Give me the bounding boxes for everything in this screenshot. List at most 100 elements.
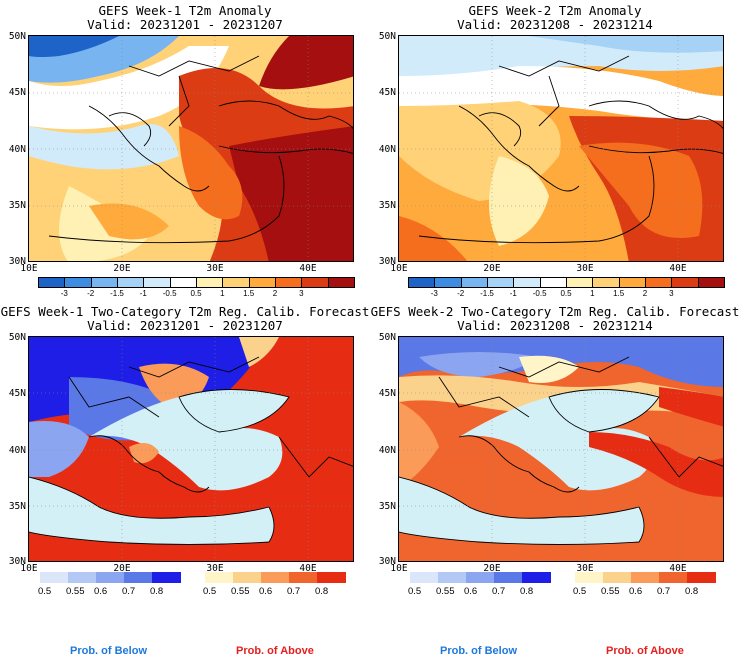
colorbar-label: 0.8 xyxy=(315,586,329,597)
prob-below-title: Prob. of Below xyxy=(440,645,517,657)
colorbar-cell xyxy=(40,572,69,583)
panel-title: GEFS Week-1 T2m Anomaly xyxy=(98,3,272,18)
colorbar-cell xyxy=(460,277,488,288)
colorbar-label: 2 xyxy=(272,289,278,298)
colorbar-cell xyxy=(697,277,725,288)
colorbar-cell xyxy=(487,277,515,288)
colorbar-label: -1.5 xyxy=(480,289,494,298)
colorbar-cell xyxy=(64,277,92,288)
colorbar-cell xyxy=(539,277,567,288)
prob-above-title: Prob. of Above xyxy=(236,645,314,657)
colorbar-cell xyxy=(434,277,462,288)
week1-probability-panel: GEFS Week-1 Two-Category T2m Reg. Calib.… xyxy=(0,300,370,640)
colorbar-cell xyxy=(327,277,355,288)
lat-label: 30N xyxy=(8,256,26,267)
colorbar-label: -2 xyxy=(87,289,95,298)
colorbar-cell xyxy=(117,277,145,288)
colorbar-cell xyxy=(671,277,699,288)
colorbar-cell xyxy=(169,277,197,288)
anomaly-colorbar: -3 -2 -1.5 -1 -0.5 0.5 1 1.5 2 3 xyxy=(408,277,725,298)
prob-below-colorbar: 0.5 0.55 0.6 0.7 0.8 xyxy=(408,572,551,597)
anomaly-map xyxy=(398,35,724,262)
colorbar-cell xyxy=(222,277,250,288)
lon-label: 40E xyxy=(299,563,317,574)
colorbar-cell xyxy=(687,572,716,583)
colorbar-label: 0.55 xyxy=(66,586,85,597)
colorbar-cell xyxy=(90,277,118,288)
lon-label: 40E xyxy=(299,263,317,274)
colorbar-label: 1 xyxy=(220,289,225,298)
colorbar-label: -3 xyxy=(430,289,438,298)
colorbar-cell xyxy=(248,277,276,288)
lon-label: 20E xyxy=(483,563,501,574)
colorbar-label: -0.5 xyxy=(162,289,177,298)
colorbar-cell xyxy=(494,572,523,583)
colorbar-cell xyxy=(143,277,171,288)
colorbar-label: 0.5 xyxy=(203,586,217,597)
colorbar-cell xyxy=(68,572,97,583)
lat-label: 35N xyxy=(378,501,396,512)
lat-label: 40N xyxy=(8,445,26,456)
colorbar-cell xyxy=(566,277,594,288)
lon-label: 40E xyxy=(669,263,687,274)
colorbar-cell xyxy=(659,572,688,583)
colorbar-label: 0.8 xyxy=(685,586,699,597)
lon-label: 30E xyxy=(206,263,224,274)
lon-label: 10E xyxy=(20,563,38,574)
week2-anomaly-panel: GEFS Week-2 T2m Anomaly Valid: 20231208 … xyxy=(370,0,740,300)
colorbar-cell xyxy=(124,572,153,583)
panel-subtitle: Valid: 20231201 - 20231207 xyxy=(87,318,283,333)
lat-label: 30N xyxy=(8,556,26,567)
colorbar-cell xyxy=(301,277,329,288)
colorbar-cell xyxy=(233,572,262,583)
colorbar-cell xyxy=(289,572,318,583)
colorbar-label: -0.5 xyxy=(532,289,547,298)
colorbar-cell xyxy=(410,572,439,583)
lat-label: 35N xyxy=(8,501,26,512)
colorbar-label: -3 xyxy=(60,289,68,298)
lat-label: 40N xyxy=(378,144,396,155)
lon-label: 30E xyxy=(576,563,594,574)
colorbar-cell xyxy=(438,572,467,583)
colorbar-label: -1 xyxy=(509,289,517,298)
lat-label: 50N xyxy=(378,31,396,42)
prob-above-colorbar: 0.5 0.55 0.6 0.7 0.8 xyxy=(203,572,346,597)
probability-map xyxy=(28,336,354,562)
colorbar-cell xyxy=(408,277,436,288)
colorbar-label: 0.55 xyxy=(231,586,250,597)
colorbar-label: 0.5 xyxy=(573,586,587,597)
panel-title: GEFS Week-2 Two-Category T2m Reg. Calib.… xyxy=(370,304,740,319)
lon-label: 20E xyxy=(113,563,131,574)
lat-label: 40N xyxy=(8,144,26,155)
lon-label: 30E xyxy=(206,563,224,574)
lat-label: 35N xyxy=(378,200,396,211)
anomaly-map xyxy=(28,35,354,262)
colorbar-cell xyxy=(631,572,660,583)
lon-label: 20E xyxy=(113,263,131,274)
colorbar-label: 0.5 xyxy=(190,289,202,298)
colorbar-label: -1.5 xyxy=(110,289,124,298)
panel-subtitle: Valid: 20231208 - 20231214 xyxy=(457,318,653,333)
colorbar-label: 0.7 xyxy=(122,586,136,597)
lat-label: 50N xyxy=(8,332,26,343)
colorbar-label: 0.8 xyxy=(150,586,164,597)
lon-label: 10E xyxy=(390,563,408,574)
colorbar-label: 0.7 xyxy=(492,586,506,597)
lon-label: 20E xyxy=(483,263,501,274)
colorbar-label: 3 xyxy=(669,289,674,298)
colorbar-cell xyxy=(205,572,234,583)
colorbar-label: 0.6 xyxy=(629,586,643,597)
lat-label: 45N xyxy=(8,87,26,98)
lat-label: 45N xyxy=(8,388,26,399)
colorbar-label: 0.6 xyxy=(94,586,108,597)
panel-subtitle: Valid: 20231208 - 20231214 xyxy=(457,17,653,32)
colorbar-label: 0.5 xyxy=(38,586,52,597)
colorbar-label: 3 xyxy=(299,289,304,298)
colorbar-cell xyxy=(196,277,224,288)
colorbar-cell xyxy=(261,572,290,583)
colorbar-label: 0.6 xyxy=(259,586,273,597)
colorbar-cell xyxy=(466,572,495,583)
colorbar-cell xyxy=(513,277,541,288)
colorbar-cell xyxy=(603,572,632,583)
panel-title: GEFS Week-2 T2m Anomaly xyxy=(468,3,642,18)
